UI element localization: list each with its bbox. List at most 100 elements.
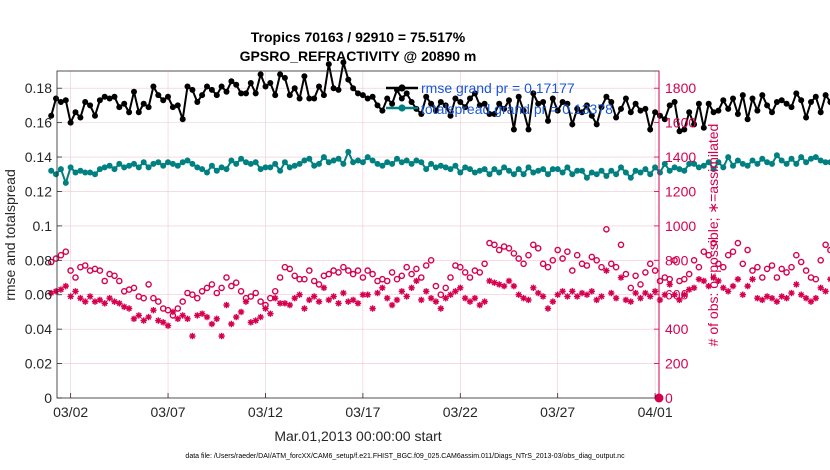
- data-point: [384, 95, 391, 102]
- x-tick-label: 03/17: [345, 404, 380, 420]
- data-point: [569, 171, 576, 178]
- data-point: [545, 117, 551, 124]
- data-point: [691, 121, 698, 128]
- data-point: [242, 298, 250, 305]
- data-point: [257, 313, 264, 321]
- x-tick-label: 03/07: [151, 404, 186, 420]
- data-point: [515, 255, 523, 262]
- data-point: [763, 265, 771, 273]
- data-point: [685, 270, 693, 278]
- data-point: [574, 167, 581, 174]
- legend: rmse grand pr = 0.17177 totalspread gran…: [386, 80, 613, 117]
- data-point: [656, 296, 664, 304]
- data-point: [179, 159, 186, 166]
- data-point: [559, 169, 566, 176]
- data-point: [96, 97, 103, 104]
- data-point: [408, 160, 415, 167]
- data-point: [739, 160, 746, 167]
- data-point: [198, 287, 206, 295]
- data-point: [437, 291, 445, 299]
- data-point: [232, 279, 240, 287]
- data-point: [666, 275, 674, 283]
- y-tick-label-left: 0.06: [25, 287, 52, 303]
- data-point: [126, 162, 133, 169]
- data-point: [262, 305, 269, 312]
- data-point: [228, 282, 235, 290]
- data-point: [374, 102, 381, 109]
- data-point: [759, 92, 766, 99]
- data-point: [812, 275, 820, 283]
- data-point: [466, 274, 474, 281]
- data-point: [101, 300, 108, 307]
- data-point: [325, 270, 333, 278]
- data-point: [685, 286, 693, 293]
- data-point: [359, 159, 366, 166]
- data-point: [315, 298, 323, 305]
- data-point: [53, 171, 59, 178]
- data-point: [286, 92, 293, 99]
- data-point: [768, 294, 776, 302]
- data-point: [769, 109, 775, 116]
- data-point: [510, 250, 518, 257]
- data-point: [452, 162, 459, 169]
- data-point: [501, 105, 508, 112]
- data-point: [603, 173, 610, 179]
- data-point: [646, 260, 654, 268]
- data-point: [612, 263, 620, 271]
- data-point: [408, 270, 415, 278]
- data-point: [335, 86, 342, 93]
- data-point: [573, 293, 581, 300]
- data-point: [276, 300, 284, 307]
- data-point: [204, 169, 210, 176]
- data-point: [106, 162, 113, 169]
- data-point: [788, 155, 795, 162]
- data-point: [783, 294, 790, 302]
- data-point: [325, 61, 332, 68]
- data-point: [72, 169, 79, 176]
- data-point: [598, 104, 605, 111]
- data-point: [203, 313, 211, 321]
- data-point: [194, 99, 201, 105]
- data-point: [783, 160, 790, 167]
- series-assimilated: [47, 267, 830, 340]
- data-point: [125, 305, 133, 312]
- data-point: [730, 95, 736, 102]
- data-point: [817, 109, 824, 116]
- data-point: [320, 154, 327, 161]
- y-tick-label-right: 1000: [665, 218, 696, 234]
- data-point: [86, 293, 94, 300]
- data-point: [116, 160, 123, 167]
- data-point: [476, 102, 483, 109]
- data-point: [189, 160, 196, 167]
- data-point: [301, 73, 308, 80]
- data-point: [140, 159, 147, 166]
- y-tick-label-right: 0: [665, 390, 673, 406]
- data-point: [481, 298, 488, 305]
- data-point: [354, 267, 362, 274]
- data-point: [622, 95, 629, 102]
- data-point: [608, 99, 615, 105]
- data-point: [57, 251, 65, 259]
- data-point: [62, 248, 70, 255]
- data-point: [355, 157, 361, 164]
- data-point: [442, 294, 449, 302]
- data-point: [715, 260, 722, 268]
- data-point: [398, 95, 405, 102]
- data-point: [418, 296, 425, 304]
- data-point: [710, 109, 717, 116]
- data-point: [189, 332, 196, 340]
- x-tick-label: 03/12: [248, 404, 283, 420]
- data-point: [720, 97, 727, 104]
- data-point: [52, 255, 60, 262]
- data-point: [817, 157, 824, 164]
- data-point: [427, 256, 435, 264]
- data-point: [627, 298, 634, 305]
- data-point: [632, 289, 639, 297]
- data-point: [510, 282, 518, 290]
- data-point: [47, 289, 55, 297]
- chart-subtitle: GPSRO_REFRACTIVITY @ 20890 m: [240, 48, 477, 64]
- data-point: [661, 116, 668, 123]
- data-point: [111, 93, 118, 100]
- data-point: [208, 281, 216, 288]
- data-point: [729, 282, 737, 290]
